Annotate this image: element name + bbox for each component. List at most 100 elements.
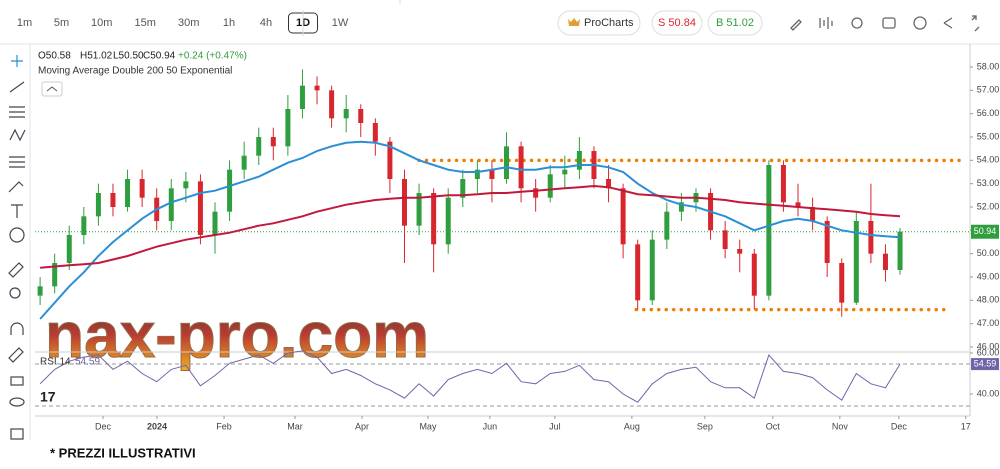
candle-body xyxy=(649,239,655,301)
candle-body xyxy=(897,231,903,270)
sell-label: S 50.84 xyxy=(658,17,696,29)
clock-icon[interactable] xyxy=(913,16,927,30)
ohlc-value: +0.24 (+0.47%) xyxy=(178,51,247,62)
x-tick-label: May xyxy=(419,421,437,431)
x-tick-label: Oct xyxy=(766,421,781,431)
timeframe-button[interactable]: 4h xyxy=(260,17,272,29)
candle-body xyxy=(270,137,276,147)
x-tick-label: Sep xyxy=(697,421,713,431)
settings-icon[interactable] xyxy=(851,17,863,29)
indicator-label: Moving Average Double 200 50 Exponential xyxy=(38,66,232,77)
y-tick-label: 49.00 xyxy=(977,271,1000,281)
candle-body xyxy=(241,155,247,170)
ohlc-value: C50.94 xyxy=(143,51,176,62)
lines-tool[interactable] xyxy=(9,106,25,118)
tv-logo: 17 xyxy=(40,389,56,405)
pencil-icon[interactable] xyxy=(790,19,802,31)
sell-button[interactable] xyxy=(651,10,703,36)
x-tick-label: Aug xyxy=(624,421,640,431)
fullscreen-icon[interactable] xyxy=(971,15,980,32)
candle-body xyxy=(416,193,422,226)
candle-body xyxy=(358,109,364,123)
y-tick-label: 48.00 xyxy=(977,295,1000,305)
timeframe-button[interactable]: 5m xyxy=(54,17,69,29)
candle-body xyxy=(168,188,174,221)
candle-body xyxy=(868,221,874,254)
y-tick-label: 50.00 xyxy=(977,248,1000,258)
candle-body xyxy=(460,179,466,198)
brush-tool[interactable] xyxy=(8,181,24,193)
plot xyxy=(35,69,970,403)
candle-body xyxy=(299,85,305,109)
timeframe-button[interactable]: 30m xyxy=(178,17,199,29)
timeframe-button[interactable]: 1m xyxy=(17,17,32,29)
candle-body xyxy=(139,179,145,198)
candle-body xyxy=(853,221,859,303)
candle-body xyxy=(474,169,480,179)
x-tick-label: Dec xyxy=(891,421,908,431)
timeframe-button[interactable]: 10m xyxy=(91,17,112,29)
candle-body xyxy=(256,137,262,156)
candle-body xyxy=(810,207,816,221)
candle-body xyxy=(882,253,888,270)
candle-body xyxy=(52,263,58,287)
candle-body xyxy=(737,249,743,254)
timeframe-button[interactable]: 15m xyxy=(135,17,156,29)
candle-body xyxy=(125,179,131,207)
y-tick-label: 47.00 xyxy=(977,318,1000,328)
x-tick-label: Feb xyxy=(216,421,232,431)
candle-body xyxy=(576,151,582,170)
candle-body xyxy=(518,146,524,189)
collapse-icon xyxy=(46,86,58,92)
candle-body xyxy=(562,169,568,175)
brand-label: ProCharts xyxy=(584,17,634,29)
buy-button[interactable] xyxy=(707,10,763,36)
candle-body xyxy=(401,179,407,226)
trendline-tool[interactable] xyxy=(9,81,25,93)
magnet-tool[interactable] xyxy=(10,322,24,335)
fib-tool[interactable] xyxy=(9,156,25,168)
moving-average xyxy=(39,140,901,320)
pattern-tool[interactable] xyxy=(9,128,26,142)
crosshair-tool[interactable] xyxy=(11,55,23,67)
screenshot-icon[interactable] xyxy=(882,17,896,29)
candle-body xyxy=(343,109,349,119)
candle-body xyxy=(197,181,203,235)
draw-lock-tool[interactable] xyxy=(8,347,24,363)
candle-body xyxy=(183,181,189,189)
candle-body xyxy=(751,253,757,296)
y-tick-label: 53.00 xyxy=(977,178,1000,188)
timeframe-button[interactable]: 1h xyxy=(223,17,235,29)
candle-body xyxy=(212,211,218,235)
candle-body xyxy=(635,244,641,301)
collapse-button[interactable] xyxy=(41,81,63,97)
visibility-tool[interactable] xyxy=(9,397,25,407)
candle-body xyxy=(110,193,116,207)
candle-body xyxy=(504,146,510,179)
crown-icon xyxy=(568,18,580,26)
candle-body xyxy=(329,90,335,119)
candle-body xyxy=(372,123,378,142)
candle-body xyxy=(766,165,772,296)
lock-tool[interactable] xyxy=(10,376,24,386)
trash-tool[interactable] xyxy=(10,428,24,440)
brand-button[interactable] xyxy=(557,10,641,36)
candle-body xyxy=(780,165,786,203)
emoji-tool[interactable] xyxy=(9,227,25,243)
share-icon[interactable] xyxy=(943,17,953,29)
buy-label: B 51.02 xyxy=(716,17,754,29)
candle-body xyxy=(37,286,43,296)
timeframe-button[interactable]: 1W xyxy=(332,17,349,29)
rsi-tick-label: 60.00 xyxy=(977,347,1000,357)
y-tick-label: 52.00 xyxy=(977,201,1000,211)
candle-body xyxy=(95,193,101,217)
x-tick-label: 2024 xyxy=(147,421,167,431)
text-tool[interactable] xyxy=(11,204,23,218)
indicator-icon[interactable] xyxy=(819,17,833,29)
candle-body xyxy=(795,202,801,207)
x-tick-label: Nov xyxy=(832,421,849,431)
ruler-tool[interactable] xyxy=(8,262,24,278)
last-price-box xyxy=(971,224,999,239)
zoom-tool[interactable] xyxy=(9,287,21,299)
